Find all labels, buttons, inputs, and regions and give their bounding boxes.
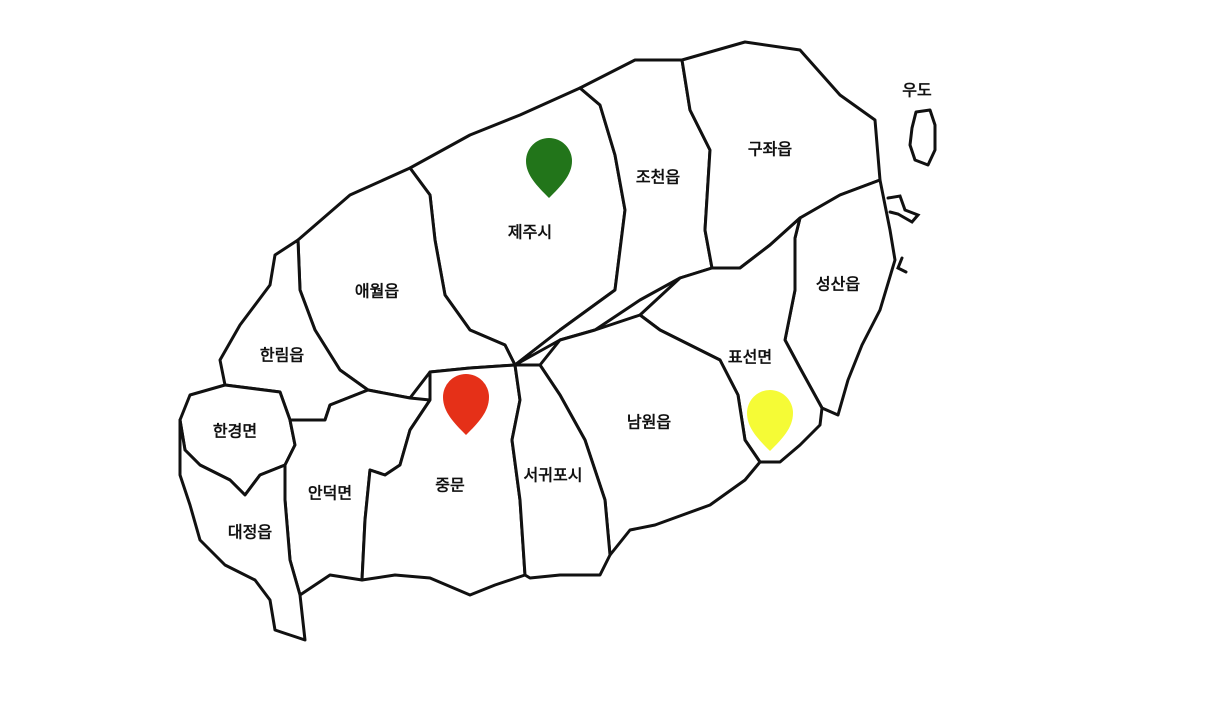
region-label-seogwipo-si: 서귀포시 [524,466,583,485]
region-label-jungmun: 중문 [435,476,465,495]
map-marker-jeju-si[interactable] [526,138,572,198]
region-label-namwon-eup: 남원읍 [627,413,671,432]
region-label-hangyeong-myeon: 한경면 [213,422,257,441]
region-label-andeok-myeon: 안덕면 [308,484,352,503]
region-label-jeju-si: 제주시 [508,223,552,242]
region-label-gujwa-eup: 구좌읍 [748,140,792,159]
region-label-hallim-eup: 한림읍 [260,346,304,365]
region-label-pyoseon-myeon: 표선면 [728,348,772,367]
region-daejeong-eup[interactable] [178,418,307,642]
region-label-jocheon-eup: 조천읍 [636,168,680,187]
region-label-aewol-eup: 애월읍 [355,282,399,301]
map-marker-pyoseon-myeon[interactable] [747,390,793,451]
region-udo[interactable] [908,108,937,167]
coast-detail-hook [896,256,908,274]
map-marker-jungmun[interactable] [443,374,489,435]
region-seogwipo-si[interactable] [510,363,612,580]
region-label-udo: 우도 [902,81,932,100]
region-label-daejeong-eup: 대정읍 [228,523,272,542]
coast-detail-seongsan [886,194,921,224]
region-label-seongsan-eup: 성산읍 [816,275,860,294]
